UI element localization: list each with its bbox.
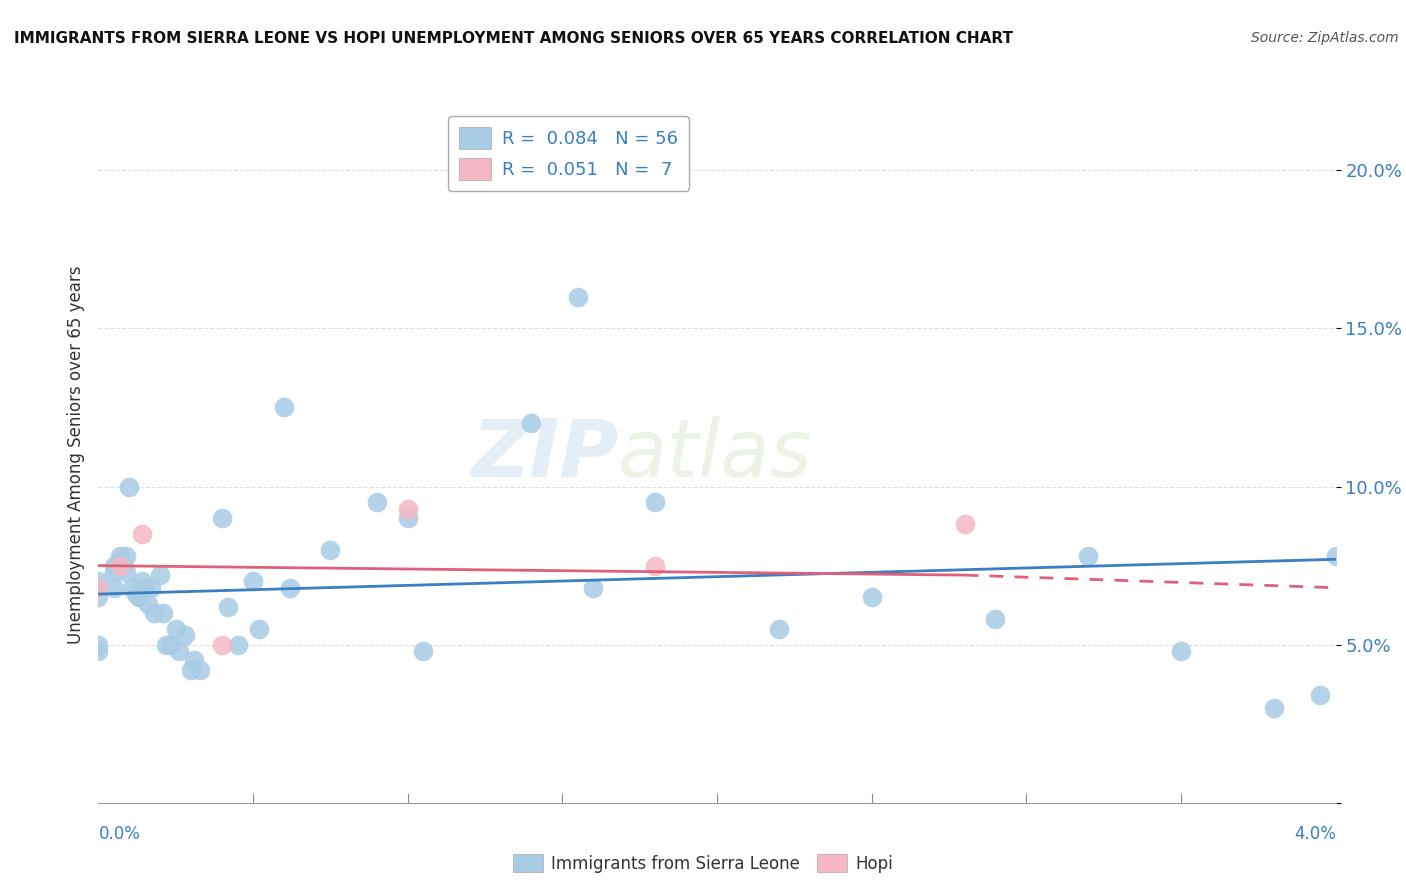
Point bbox=[103, 565, 125, 579]
Point bbox=[131, 574, 153, 589]
Point bbox=[149, 568, 172, 582]
Text: IMMIGRANTS FROM SIERRA LEONE VS HOPI UNEMPLOYMENT AMONG SENIORS OVER 65 YEARS CO: IMMIGRANTS FROM SIERRA LEONE VS HOPI UNE… bbox=[14, 31, 1014, 46]
Point bbox=[190, 663, 212, 677]
Point bbox=[124, 587, 146, 601]
Point bbox=[87, 574, 110, 589]
Text: Source: ZipAtlas.com: Source: ZipAtlas.com bbox=[1251, 31, 1399, 45]
Point bbox=[121, 581, 143, 595]
Point bbox=[103, 581, 125, 595]
Point bbox=[87, 644, 110, 658]
Text: ZIP: ZIP bbox=[471, 416, 619, 494]
Point bbox=[87, 638, 110, 652]
Point bbox=[644, 558, 666, 573]
Y-axis label: Unemployment Among Seniors over 65 years: Unemployment Among Seniors over 65 years bbox=[66, 266, 84, 644]
Point bbox=[396, 501, 419, 516]
Point bbox=[108, 549, 131, 563]
Point bbox=[115, 549, 138, 563]
Point bbox=[319, 542, 342, 557]
Point bbox=[87, 581, 110, 595]
Point bbox=[1324, 549, 1347, 563]
Point bbox=[108, 558, 131, 573]
Point bbox=[644, 495, 666, 509]
Point bbox=[115, 565, 138, 579]
Point bbox=[984, 612, 1007, 626]
Point bbox=[128, 591, 150, 605]
Point bbox=[131, 527, 153, 541]
Point bbox=[211, 638, 233, 652]
Point bbox=[412, 644, 434, 658]
Point bbox=[159, 638, 181, 652]
Point bbox=[217, 599, 239, 614]
Point bbox=[953, 517, 976, 532]
Legend: Immigrants from Sierra Leone, Hopi: Immigrants from Sierra Leone, Hopi bbox=[506, 847, 900, 880]
Point bbox=[278, 581, 301, 595]
Point bbox=[242, 574, 264, 589]
Legend: R =  0.084   N = 56, R =  0.051   N =  7: R = 0.084 N = 56, R = 0.051 N = 7 bbox=[449, 116, 689, 191]
Point bbox=[134, 581, 156, 595]
Point bbox=[273, 401, 295, 415]
Point bbox=[860, 591, 883, 605]
Point bbox=[143, 606, 166, 620]
Text: 4.0%: 4.0% bbox=[1294, 825, 1336, 843]
Point bbox=[112, 558, 135, 573]
Point bbox=[118, 479, 141, 493]
Point bbox=[128, 591, 150, 605]
Point bbox=[567, 290, 589, 304]
Point bbox=[1263, 701, 1285, 715]
Point bbox=[520, 417, 543, 431]
Point bbox=[155, 638, 177, 652]
Point bbox=[366, 495, 388, 509]
Point bbox=[174, 628, 197, 642]
Point bbox=[1170, 644, 1192, 658]
Point bbox=[768, 622, 790, 636]
Point bbox=[1077, 549, 1099, 563]
Point bbox=[139, 581, 162, 595]
Point bbox=[183, 653, 205, 667]
Point bbox=[108, 556, 131, 570]
Point bbox=[136, 597, 159, 611]
Point bbox=[396, 511, 419, 525]
Text: 0.0%: 0.0% bbox=[98, 825, 141, 843]
Point bbox=[226, 638, 249, 652]
Point bbox=[582, 581, 605, 595]
Point bbox=[103, 558, 125, 573]
Point bbox=[180, 663, 202, 677]
Text: atlas: atlas bbox=[619, 416, 813, 494]
Point bbox=[167, 644, 190, 658]
Point bbox=[87, 591, 110, 605]
Point bbox=[87, 581, 110, 595]
Point bbox=[211, 511, 233, 525]
Point bbox=[152, 606, 174, 620]
Point bbox=[247, 622, 270, 636]
Point bbox=[165, 622, 187, 636]
Point bbox=[1309, 688, 1331, 702]
